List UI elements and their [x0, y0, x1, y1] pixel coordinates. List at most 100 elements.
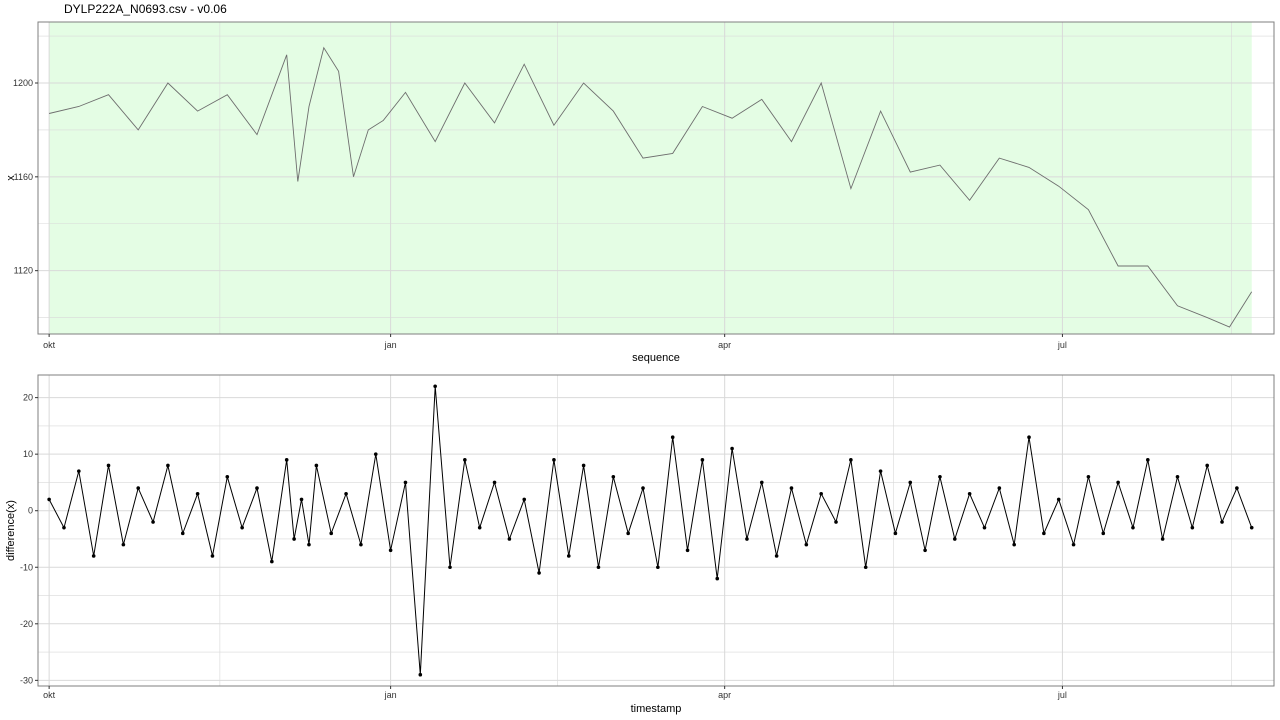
data-point: [1205, 463, 1209, 468]
data-point: [433, 384, 437, 389]
data-point: [1190, 525, 1195, 530]
panel-border: [37, 21, 1275, 335]
data-point: [1101, 531, 1106, 536]
data-point: [952, 537, 957, 541]
series-line: [48, 46, 1253, 328]
data-point: [403, 480, 408, 485]
data-point: [1027, 435, 1031, 440]
data-point: [863, 565, 868, 570]
x-tick-label: jan: [384, 690, 397, 700]
data-point: [700, 458, 705, 462]
data-point: [1116, 480, 1120, 485]
y-tick-label: 1200: [13, 78, 33, 88]
y-tick-label: 1120: [14, 266, 33, 276]
data-point: [77, 469, 81, 473]
data-point: [1086, 474, 1091, 479]
data-point: [195, 491, 200, 496]
data-point: [849, 458, 853, 462]
y-tick-label: -20: [20, 619, 33, 629]
data-point: [210, 554, 215, 558]
data-point: [292, 537, 296, 541]
data-point: [670, 435, 675, 440]
data-point: [307, 542, 311, 547]
data-point: [626, 531, 630, 536]
data-point: [967, 491, 972, 496]
data-point: [121, 542, 126, 547]
y-axis-label: x: [5, 175, 17, 181]
data-point: [685, 548, 690, 553]
y-axis-label: difference(x): [5, 500, 17, 561]
data-point: [522, 497, 527, 502]
y-tick-label: 10: [23, 449, 33, 459]
data-point: [463, 458, 467, 462]
data-point: [789, 486, 794, 490]
data-point: [878, 469, 883, 473]
data-point: [314, 463, 319, 468]
data-point: [166, 463, 170, 468]
data-point: [91, 554, 96, 558]
data-point: [1220, 520, 1224, 524]
data-point: [1235, 486, 1239, 490]
x-tick-label: jan: [384, 340, 397, 350]
data-point: [997, 486, 1002, 490]
data-point: [1071, 542, 1076, 547]
x-tick-label: jul: [1057, 690, 1067, 700]
chart-panel-2: -30 -20 -10 0 10 20 okt jan apr jul timestamp diffe…: [5, 374, 1275, 715]
data-point: [225, 474, 230, 479]
data-point: [1012, 542, 1016, 547]
data-point: [834, 520, 838, 524]
data-point: [507, 537, 512, 541]
data-point: [329, 531, 334, 536]
x-tick-label: apr: [718, 690, 731, 700]
data-point: [1146, 458, 1150, 462]
data-point: [477, 525, 482, 530]
data-point: [359, 542, 363, 547]
chart-panel-1: 1120 1160 1200 okt jan apr jul sequence x: [5, 21, 1275, 364]
data-point: [611, 474, 616, 479]
data-point: [106, 463, 111, 468]
data-point: [641, 486, 645, 490]
data-point: [255, 486, 259, 490]
data-point: [552, 458, 556, 462]
data-point: [448, 565, 452, 570]
data-point: [270, 559, 274, 564]
data-point: [240, 525, 244, 530]
data-point: [759, 480, 764, 485]
data-point: [908, 480, 913, 485]
data-point: [581, 463, 586, 468]
data-point: [819, 491, 823, 496]
x-tick-label: okt: [43, 690, 56, 700]
data-point: [47, 497, 51, 502]
data-point: [151, 520, 155, 524]
data-point: [492, 480, 497, 485]
data-point: [1249, 525, 1254, 530]
data-point: [1131, 525, 1135, 530]
data-point: [180, 531, 185, 536]
y-tick-label: 1160: [14, 172, 33, 182]
data-point: [299, 497, 304, 502]
data-point: [596, 565, 601, 570]
data-point: [1056, 497, 1061, 502]
y-tick-label: 0: [28, 506, 33, 516]
data-point: [982, 525, 987, 530]
data-point: [774, 554, 779, 558]
data-point: [566, 554, 571, 558]
data-point: [284, 458, 289, 462]
data-point: [923, 548, 927, 553]
data-point: [344, 491, 348, 496]
data-point: [62, 525, 66, 530]
data-point: [418, 672, 423, 677]
panel-border: [37, 374, 1275, 687]
x-axis-label: sequence: [632, 352, 680, 364]
x-tick-label: apr: [718, 340, 731, 350]
x-tick-label: jul: [1057, 340, 1067, 350]
data-point: [537, 571, 541, 575]
data-point: [388, 548, 393, 553]
x-axis-label: timestamp: [631, 703, 682, 715]
chart-title: DYLP222A_N0693.csv - v0.06: [64, 2, 227, 16]
data-point: [136, 486, 141, 490]
data-point: [656, 565, 660, 570]
y-tick-label: 20: [23, 393, 33, 403]
highlight-band: [49, 22, 1252, 334]
